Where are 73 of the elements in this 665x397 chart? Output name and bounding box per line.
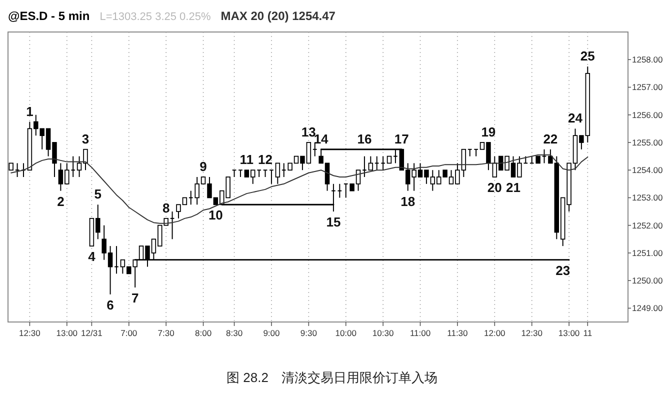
candlestick xyxy=(368,156,374,171)
y-tick-label: 1250.00 xyxy=(632,276,663,286)
x-tick-label: 13:00 xyxy=(56,328,78,338)
text: 19 xyxy=(481,124,496,140)
text: 20 xyxy=(487,180,502,195)
candlestick xyxy=(380,156,386,171)
candlestick xyxy=(262,170,268,178)
y-tick-label: 1254.00 xyxy=(632,165,663,176)
x-tick-label: 11:00 xyxy=(410,328,431,338)
y-tick-label: 1252.00 xyxy=(632,220,663,230)
chart-title: @ES.D - 5 min xyxy=(8,9,90,23)
x-tick-label: 8:00 xyxy=(195,328,212,338)
text: 6 xyxy=(106,297,114,312)
text: 11 xyxy=(240,152,254,168)
text: 4 xyxy=(88,249,96,264)
y-tick-label: 1253.00 xyxy=(632,192,663,203)
x-tick-label: 10:30 xyxy=(372,328,394,338)
text: 18 xyxy=(400,194,416,209)
candlestick xyxy=(467,148,472,157)
text: 22 xyxy=(543,131,558,146)
x-tick-label: 12:30 xyxy=(521,328,543,338)
candlestick xyxy=(312,142,318,157)
candlestick xyxy=(362,156,367,178)
text: 13 xyxy=(301,124,316,140)
text: 23 xyxy=(556,262,570,278)
y-tick-label: 1249.00 xyxy=(632,303,663,314)
x-tick-label: 10:00 xyxy=(335,328,357,338)
candlestick xyxy=(256,170,262,178)
x-tick-label: 9:30 xyxy=(300,328,318,338)
text: 24 xyxy=(568,110,582,126)
text: 5 xyxy=(94,186,102,202)
candlestick xyxy=(238,170,243,178)
x-tick-label: 8:30 xyxy=(226,328,243,338)
x-tick-label: 7:00 xyxy=(120,328,138,338)
text: 12 xyxy=(258,152,273,168)
x-tick-label: 12:30 xyxy=(19,328,41,338)
chart-subtitle: L=1303.25 3.25 0.25% xyxy=(100,11,211,23)
x-tick-label: 12:00 xyxy=(484,328,506,338)
candlestick xyxy=(474,148,478,157)
text: 17 xyxy=(394,131,409,146)
y-tick-label: 1258.00 xyxy=(632,54,663,65)
candlestick xyxy=(114,246,119,274)
x-tick-label: 9:00 xyxy=(263,328,280,338)
candlestick xyxy=(374,156,380,171)
y-tick-label: 1251.00 xyxy=(632,248,663,258)
candlestick xyxy=(232,170,237,178)
x-tick-label: 11:30 xyxy=(447,328,468,338)
y-tick-label: 1256.00 xyxy=(632,110,663,120)
candlestick xyxy=(337,183,342,198)
caption: 图 28.2 清淡交易日用限价订单入场 xyxy=(226,370,438,385)
candlestick xyxy=(275,162,280,184)
x-tick-label: 12/31 xyxy=(81,328,103,338)
text: 16 xyxy=(357,131,372,146)
text: 1 xyxy=(26,104,34,119)
y-tick-label: 1255.00 xyxy=(632,137,663,148)
candlestick xyxy=(170,211,175,240)
text: 2 xyxy=(57,194,64,209)
text: 25 xyxy=(580,48,595,64)
text: 21 xyxy=(506,180,520,195)
text: 8 xyxy=(162,200,170,216)
x-tick-label: 11 xyxy=(583,328,592,338)
y-tick-label: 1257.00 xyxy=(632,82,663,92)
x-tick-label: 13:00 xyxy=(558,328,580,338)
candlestick xyxy=(269,170,274,184)
text: 7 xyxy=(131,290,139,306)
text: 10 xyxy=(208,208,223,223)
x-tick-label: 7:30 xyxy=(158,328,175,338)
text: 15 xyxy=(326,214,341,230)
text: MAX 20 (20) 1254.47 xyxy=(220,9,336,23)
text: 9 xyxy=(200,159,207,174)
candlestick xyxy=(542,148,547,164)
text: 3 xyxy=(82,131,90,146)
candlestick xyxy=(14,162,20,178)
